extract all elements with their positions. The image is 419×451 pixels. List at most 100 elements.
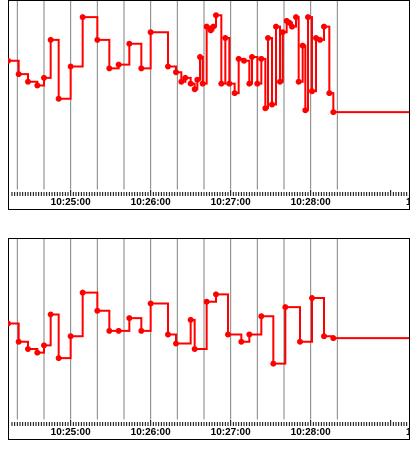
data-point bbox=[182, 74, 189, 81]
x-tick-label: 10:25:00 bbox=[51, 197, 91, 208]
data-point bbox=[213, 291, 219, 298]
data-point bbox=[210, 23, 217, 30]
x-tick-label: 10:27:00 bbox=[211, 197, 251, 208]
data-point bbox=[41, 342, 47, 349]
data-point bbox=[25, 78, 31, 85]
x-tick-label-partial: 1 bbox=[406, 427, 410, 438]
data-point bbox=[47, 36, 54, 43]
data-point bbox=[106, 65, 113, 72]
data-point bbox=[238, 338, 245, 345]
data-point bbox=[34, 349, 41, 356]
data-point bbox=[279, 29, 286, 36]
series-line bbox=[8, 14, 409, 114]
data-point bbox=[115, 327, 122, 334]
data-point bbox=[330, 335, 337, 342]
data-point bbox=[191, 346, 198, 353]
data-point bbox=[317, 36, 323, 43]
data-point bbox=[295, 78, 302, 85]
data-point bbox=[194, 76, 201, 83]
data-point bbox=[138, 327, 145, 334]
data-point bbox=[226, 80, 233, 87]
x-axis-band bbox=[9, 420, 409, 439]
data-point bbox=[309, 295, 315, 302]
data-point bbox=[231, 90, 238, 97]
data-point bbox=[203, 23, 210, 30]
data-point bbox=[199, 80, 206, 87]
data-point bbox=[330, 109, 337, 116]
chart-panel-bottom: 10:25:00 10:26:00 10:27:00 10:28:00 1 bbox=[8, 238, 410, 440]
data-point bbox=[94, 307, 101, 314]
data-point bbox=[115, 61, 122, 68]
data-point bbox=[147, 300, 154, 307]
data-point bbox=[126, 315, 133, 322]
data-point bbox=[258, 55, 265, 62]
data-point bbox=[8, 57, 11, 64]
data-point bbox=[249, 54, 255, 60]
x-axis-band bbox=[9, 190, 409, 209]
data-point bbox=[273, 23, 279, 30]
x-tick-label: 10:28:00 bbox=[291, 197, 331, 208]
data-point bbox=[15, 71, 22, 78]
data-point bbox=[67, 333, 74, 340]
x-tick-label: 10:25:00 bbox=[51, 427, 91, 438]
data-point bbox=[321, 333, 327, 340]
data-point bbox=[321, 23, 327, 30]
data-point bbox=[277, 78, 283, 85]
data-point bbox=[47, 311, 54, 318]
data-point bbox=[94, 36, 101, 43]
data-point bbox=[289, 23, 295, 30]
data-point bbox=[79, 289, 86, 296]
data-point bbox=[246, 331, 253, 338]
data-point bbox=[55, 355, 62, 362]
data-point bbox=[246, 80, 253, 87]
data-point bbox=[8, 320, 11, 327]
data-point bbox=[282, 304, 289, 311]
data-point bbox=[34, 82, 41, 89]
x-tick-label-partial: 1 bbox=[406, 197, 410, 208]
data-point bbox=[235, 55, 242, 62]
data-point bbox=[147, 29, 154, 36]
data-point bbox=[270, 360, 277, 367]
data-point bbox=[299, 42, 306, 49]
data-point bbox=[258, 313, 265, 320]
data-point bbox=[305, 14, 311, 21]
data-point bbox=[187, 316, 194, 323]
data-point bbox=[25, 346, 31, 353]
data-point bbox=[262, 105, 269, 112]
x-tick-label: 10:26:00 bbox=[131, 197, 171, 208]
data-point bbox=[297, 338, 303, 345]
chart-top: 10:25:00 10:26:00 10:27:00 10:28:00 1 bbox=[8, 0, 410, 210]
data-point bbox=[165, 63, 171, 70]
data-point bbox=[173, 340, 179, 347]
data-point bbox=[225, 331, 231, 338]
x-tick-label: 10:28:00 bbox=[291, 427, 331, 438]
data-point bbox=[326, 90, 333, 97]
data-point bbox=[15, 338, 22, 345]
data-point bbox=[55, 95, 62, 102]
data-point bbox=[138, 65, 145, 72]
chart-panel-top: 10:25:00 10:26:00 10:27:00 10:28:00 1 bbox=[8, 0, 410, 210]
data-point bbox=[106, 327, 113, 334]
data-point bbox=[302, 107, 309, 114]
data-point bbox=[269, 101, 275, 108]
data-point bbox=[197, 54, 203, 60]
data-point bbox=[187, 80, 194, 87]
data-point bbox=[293, 14, 299, 21]
data-point bbox=[213, 12, 219, 19]
x-tick-label: 10:27:00 bbox=[211, 427, 251, 438]
data-point bbox=[241, 57, 247, 64]
data-point bbox=[222, 35, 229, 41]
data-point bbox=[191, 86, 198, 93]
data-point bbox=[67, 63, 74, 70]
data-point bbox=[41, 74, 47, 81]
chart-frame bbox=[8, 0, 410, 210]
data-point bbox=[203, 298, 210, 305]
data-point bbox=[79, 14, 86, 21]
data-point bbox=[173, 69, 179, 76]
data-point bbox=[309, 88, 315, 95]
data-point bbox=[254, 80, 261, 87]
data-point bbox=[126, 40, 133, 47]
data-point bbox=[165, 331, 171, 338]
series-line bbox=[8, 291, 409, 365]
data-point bbox=[178, 78, 185, 85]
